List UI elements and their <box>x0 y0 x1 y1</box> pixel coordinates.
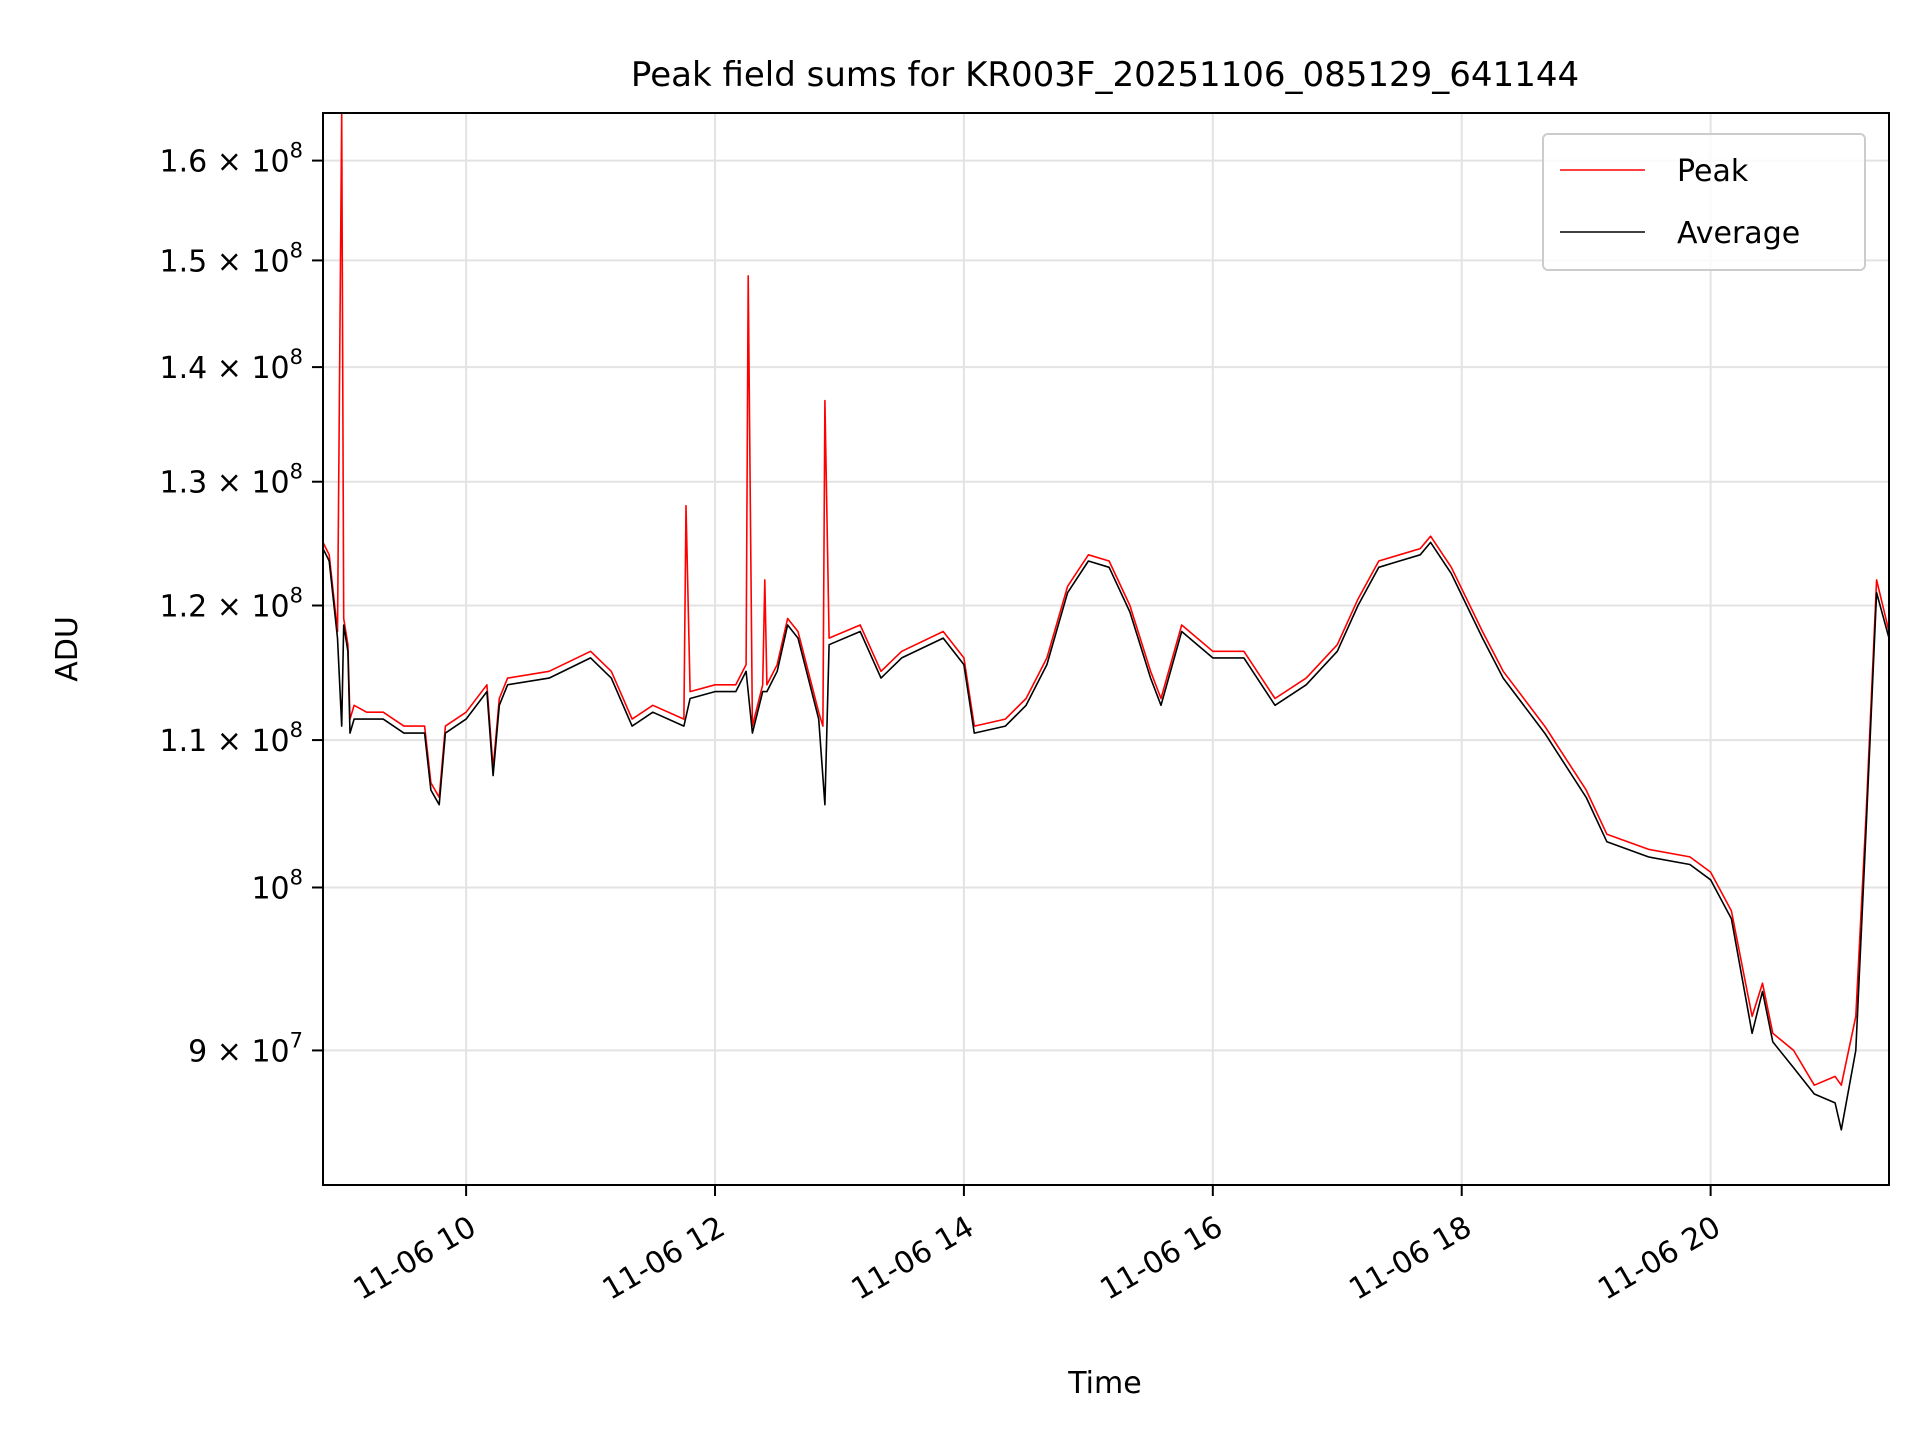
y-tick-exponent: 8 <box>290 238 303 262</box>
y-tick-times: × <box>207 145 251 180</box>
y-tick-mantissa: 1.3 <box>160 466 208 501</box>
y-tick-times: × <box>207 351 251 386</box>
y-tick-times: × <box>207 1034 251 1069</box>
y-tick-label: 9 × 107 <box>188 1028 303 1069</box>
y-tick-mantissa: 1.1 <box>160 724 208 759</box>
legend: Peak Average <box>1542 133 1866 271</box>
y-tick-exponent: 8 <box>290 460 303 484</box>
y-tick-exponent: 8 <box>290 718 303 742</box>
y-tick-label: 1.5 × 108 <box>160 238 304 279</box>
y-tick-mantissa: 9 <box>188 1034 207 1069</box>
y-tick-times: × <box>207 724 251 759</box>
plot-series <box>323 113 1889 1131</box>
y-tick-label: 1.4 × 108 <box>160 345 304 386</box>
y-tick-base: 10 <box>251 1034 289 1069</box>
y-tick-exponent: 8 <box>290 345 303 369</box>
y-tick-base: 10 <box>251 724 289 759</box>
y-tick-base: 10 <box>251 351 289 386</box>
y-tick-label: 1.1 × 108 <box>160 718 304 759</box>
y-tick-times: × <box>207 466 251 501</box>
y-tick-exponent: 8 <box>290 865 303 889</box>
y-tick-base: 10 <box>251 871 289 906</box>
y-tick-mantissa: 1.2 <box>160 590 208 625</box>
y-tick-times: × <box>207 590 251 625</box>
series-group <box>323 113 1889 1131</box>
y-tick-times: × <box>207 244 251 279</box>
y-axis-label: ADU <box>50 616 85 682</box>
y-tick-base: 10 <box>251 466 289 501</box>
y-tick-mantissa: 1.5 <box>160 244 208 279</box>
series-line-peak <box>323 113 1889 1086</box>
grid-lines <box>323 113 1889 1185</box>
y-tick-mantissa: 1.4 <box>160 351 208 386</box>
chart-title: Peak field sums for KR003F_20251106_0851… <box>631 55 1579 95</box>
plot-area-frame <box>322 112 1890 1186</box>
y-tick-exponent: 8 <box>290 584 303 608</box>
y-tick-label: 108 <box>251 865 303 906</box>
y-tick-exponent: 8 <box>290 139 303 163</box>
y-tick-label: 1.3 × 108 <box>160 460 304 501</box>
legend-box <box>1542 133 1866 271</box>
y-tick-exponent: 7 <box>290 1028 303 1052</box>
y-tick-base: 10 <box>251 590 289 625</box>
x-axis-label: Time <box>1067 1366 1141 1401</box>
y-tick-mantissa: 1.6 <box>160 145 208 180</box>
y-tick-base: 10 <box>251 145 289 180</box>
y-tick-base: 10 <box>251 244 289 279</box>
series-line-average <box>323 541 1889 1131</box>
legend-label-average: Average <box>1677 216 1800 251</box>
y-tick-label: 1.6 × 108 <box>160 139 304 180</box>
legend-label-peak: Peak <box>1677 154 1749 189</box>
y-tick-label: 1.2 × 108 <box>160 584 304 625</box>
